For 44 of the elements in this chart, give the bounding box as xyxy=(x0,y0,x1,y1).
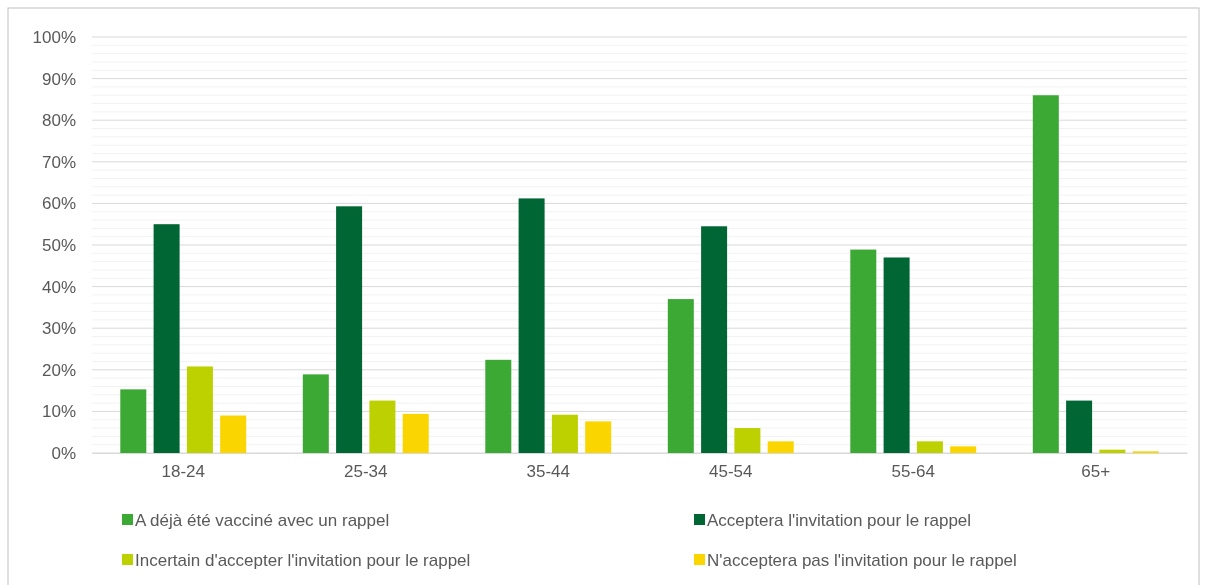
bar xyxy=(767,441,794,453)
bar xyxy=(1066,400,1093,453)
y-tick-label: 60% xyxy=(41,194,76,214)
bar xyxy=(302,374,329,453)
x-tick-label: 45-54 xyxy=(709,462,753,482)
y-tick-label: 80% xyxy=(41,111,76,131)
bar xyxy=(518,198,545,453)
bar xyxy=(850,249,877,453)
bar xyxy=(883,257,910,453)
bar xyxy=(153,224,180,453)
bar xyxy=(336,206,363,453)
bar xyxy=(369,400,396,453)
y-tick-label: 50% xyxy=(41,235,76,255)
bar xyxy=(485,359,512,453)
bar xyxy=(220,415,247,453)
y-tick-label: 0% xyxy=(51,443,76,463)
y-tick-label: 100% xyxy=(32,27,76,47)
bar xyxy=(402,413,429,453)
x-tick-label: 65+ xyxy=(1081,462,1111,482)
y-tick-label: 40% xyxy=(41,277,76,297)
x-tick-label: 55-64 xyxy=(891,462,935,482)
bar xyxy=(701,226,728,453)
legend-label: Acceptera l'invitation pour le rappel xyxy=(707,511,972,530)
y-tick-label: 70% xyxy=(41,152,76,172)
y-tick-label: 30% xyxy=(41,319,76,339)
legend-label: A déjà été vacciné avec un rappel xyxy=(135,511,390,530)
bar xyxy=(1032,95,1059,453)
legend-label: Incertain d'accepter l'invitation pour le rappel xyxy=(135,551,471,570)
y-tick-label: 20% xyxy=(41,360,76,380)
bar xyxy=(585,421,612,453)
bar xyxy=(120,389,147,453)
bar xyxy=(916,441,943,453)
bar xyxy=(950,446,977,453)
x-tick-label: 18-24 xyxy=(161,462,205,482)
legend-label: N'acceptera pas l'invitation pour le rappel xyxy=(707,551,1017,570)
x-tick-label: 35-44 xyxy=(526,462,570,482)
bar xyxy=(734,428,761,453)
x-tick-label: 25-34 xyxy=(344,462,388,482)
y-tick-label: 90% xyxy=(41,69,76,89)
y-tick-label: 10% xyxy=(41,402,76,422)
bar xyxy=(551,414,578,453)
bar xyxy=(1099,449,1126,453)
bar xyxy=(667,299,694,453)
bar xyxy=(186,366,213,453)
